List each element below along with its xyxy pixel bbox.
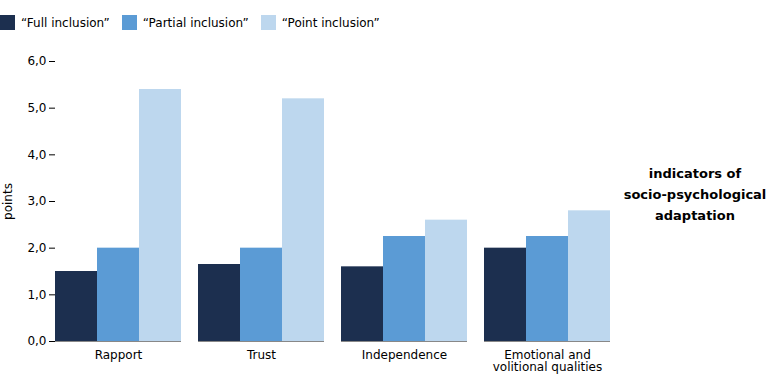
- svg-text:4,0: 4,0: [27, 148, 46, 162]
- svg-text:Rapport: Rapport: [95, 348, 143, 362]
- svg-text:0,0: 0,0: [27, 334, 46, 348]
- html-text:“Partial inclusion”: “Partial inclusion”: [142, 15, 249, 30]
- svg-text:6,0: 6,0: [27, 54, 46, 68]
- svg-text:3,0: 3,0: [27, 194, 46, 208]
- svg-text:2,0: 2,0: [27, 241, 46, 255]
- html-text:“Full inclusion”: “Full inclusion”: [21, 15, 110, 30]
- svg-text:5,0: 5,0: [27, 101, 46, 115]
- svg-text:Trust: Trust: [246, 348, 276, 362]
- svg-text:Independence: Independence: [362, 348, 447, 362]
- svg-text:points: points: [1, 183, 15, 220]
- svg-text:Emotional andvolitional qualit: Emotional andvolitional qualities: [493, 348, 603, 374]
- html-text:“Point inclusion”: “Point inclusion”: [281, 15, 380, 30]
- html-text:indicators of socio-psychologi: indicators of socio-psychological adapta…: [623, 166, 767, 223]
- svg-text:1,0: 1,0: [27, 288, 46, 302]
